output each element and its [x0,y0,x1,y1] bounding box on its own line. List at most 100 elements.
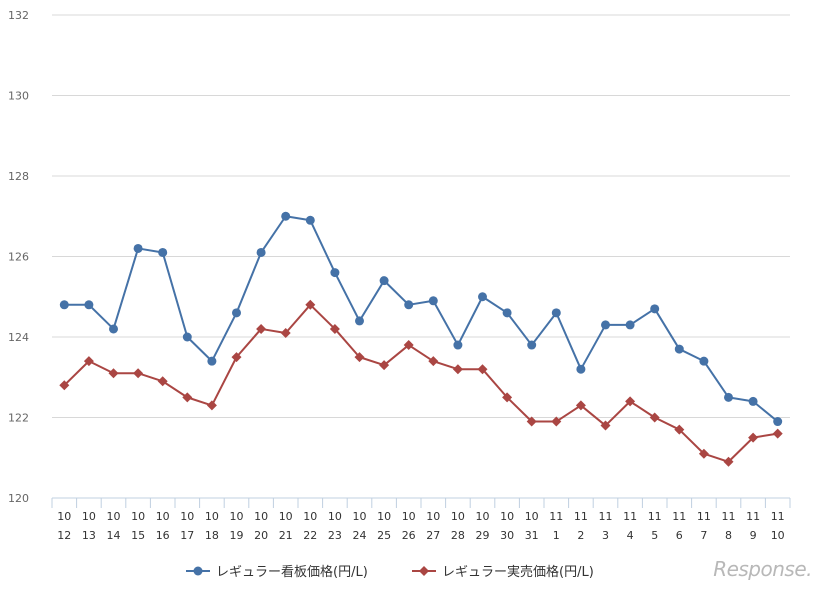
x-tick-label-month: 10 [303,510,317,523]
x-axis: 1012101310141015101610171018101910201021… [51,497,791,542]
x-tick-label-day: 26 [402,529,416,542]
x-tick-label-day: 13 [82,529,96,542]
x-tick-label-day: 14 [107,529,121,542]
series-line [63,303,778,463]
data-point [379,276,389,286]
data-point [207,356,217,366]
x-tick-label-month: 10 [451,510,465,523]
data-point [403,340,414,351]
y-tick-label: 120 [8,492,29,505]
data-point [453,340,463,350]
x-tick-label-day: 10 [771,529,785,542]
data-point [674,344,684,354]
legend-label: レギュラー看板価格(円/L) [216,564,368,580]
x-tick-label-month: 11 [697,510,711,523]
x-tick-label-month: 10 [205,510,219,523]
x-tick-label-day: 21 [279,529,293,542]
x-tick-label-day: 19 [230,529,244,542]
y-tick-label: 130 [8,90,29,103]
x-tick-label-month: 11 [722,510,736,523]
data-point [84,300,94,310]
x-tick-label-month: 10 [525,510,539,523]
data-point [355,316,364,326]
x-tick-label-day: 20 [254,529,268,542]
x-tick-label-day: 22 [303,529,317,542]
data-point [748,432,759,443]
data-point [502,392,513,403]
data-point [551,416,562,427]
data-point [477,364,488,375]
data-point [625,320,635,330]
data-point [748,396,758,406]
data-point [281,211,291,221]
x-tick-label-day: 18 [205,529,219,542]
x-tick-label-month: 11 [549,510,563,523]
data-point [772,428,783,439]
data-point [157,376,168,387]
x-tick-label-month: 10 [353,510,367,523]
data-point [551,308,561,318]
data-point [502,308,512,318]
x-tick-label-month: 10 [156,510,170,523]
y-axis: 120 122 124 126 128 130 132 [8,9,29,505]
data-point [231,352,242,363]
data-point [625,396,636,407]
data-point [575,400,586,411]
x-tick-label-day: 8 [725,529,732,542]
y-tick-label: 132 [8,9,29,22]
data-point [649,412,660,423]
legend-item: レギュラー実売価格(円/L) [412,564,594,580]
data-point [379,360,390,371]
x-tick-label-month: 11 [623,510,637,523]
x-tick-label-day: 15 [131,529,145,542]
response-logo: Response. [713,557,812,581]
series-group [59,211,783,467]
x-tick-label-day: 5 [651,529,658,542]
x-tick-label-day: 30 [500,529,514,542]
x-tick-label-day: 17 [180,529,194,542]
data-point [280,327,291,338]
data-point [109,324,118,334]
x-tick-label-day: 1 [553,529,560,542]
x-tick-label-month: 11 [574,510,588,523]
x-tick-label-day: 16 [156,529,170,542]
data-point [59,300,69,310]
legend-label: レギュラー実売価格(円/L) [442,564,594,580]
grid-lines [52,14,790,418]
x-tick-label-month: 10 [254,510,268,523]
x-tick-label-month: 10 [57,510,71,523]
series-1 [59,299,783,467]
x-tick-label-month: 10 [279,510,293,523]
data-point [699,356,709,366]
x-tick-label-month: 10 [328,510,342,523]
data-point [108,368,119,379]
data-point [404,300,414,310]
legend-item: レギュラー看板価格(円/L) [186,564,368,580]
x-tick-label-day: 2 [577,529,584,542]
data-point [698,448,709,459]
x-tick-label-month: 11 [771,510,785,523]
x-tick-label-month: 10 [131,510,145,523]
x-tick-label-day: 25 [377,529,391,542]
data-point [158,247,168,257]
y-tick-label: 128 [8,170,29,183]
data-point [133,368,144,379]
data-point [206,400,217,411]
data-point [674,424,685,435]
data-point [478,292,487,302]
data-point [601,320,610,330]
data-point [428,296,438,306]
x-tick-label-day: 9 [750,529,757,542]
y-tick-label: 126 [8,251,29,264]
x-tick-label-day: 28 [451,529,465,542]
x-tick-label-month: 10 [230,510,244,523]
legend-marker [193,566,203,576]
data-point [773,417,783,427]
x-tick-label-month: 10 [107,510,121,523]
x-tick-label-month: 10 [82,510,96,523]
x-tick-label-day: 12 [57,529,71,542]
x-tick-label-day: 3 [602,529,609,542]
series-line [64,215,779,423]
data-point [723,456,734,467]
